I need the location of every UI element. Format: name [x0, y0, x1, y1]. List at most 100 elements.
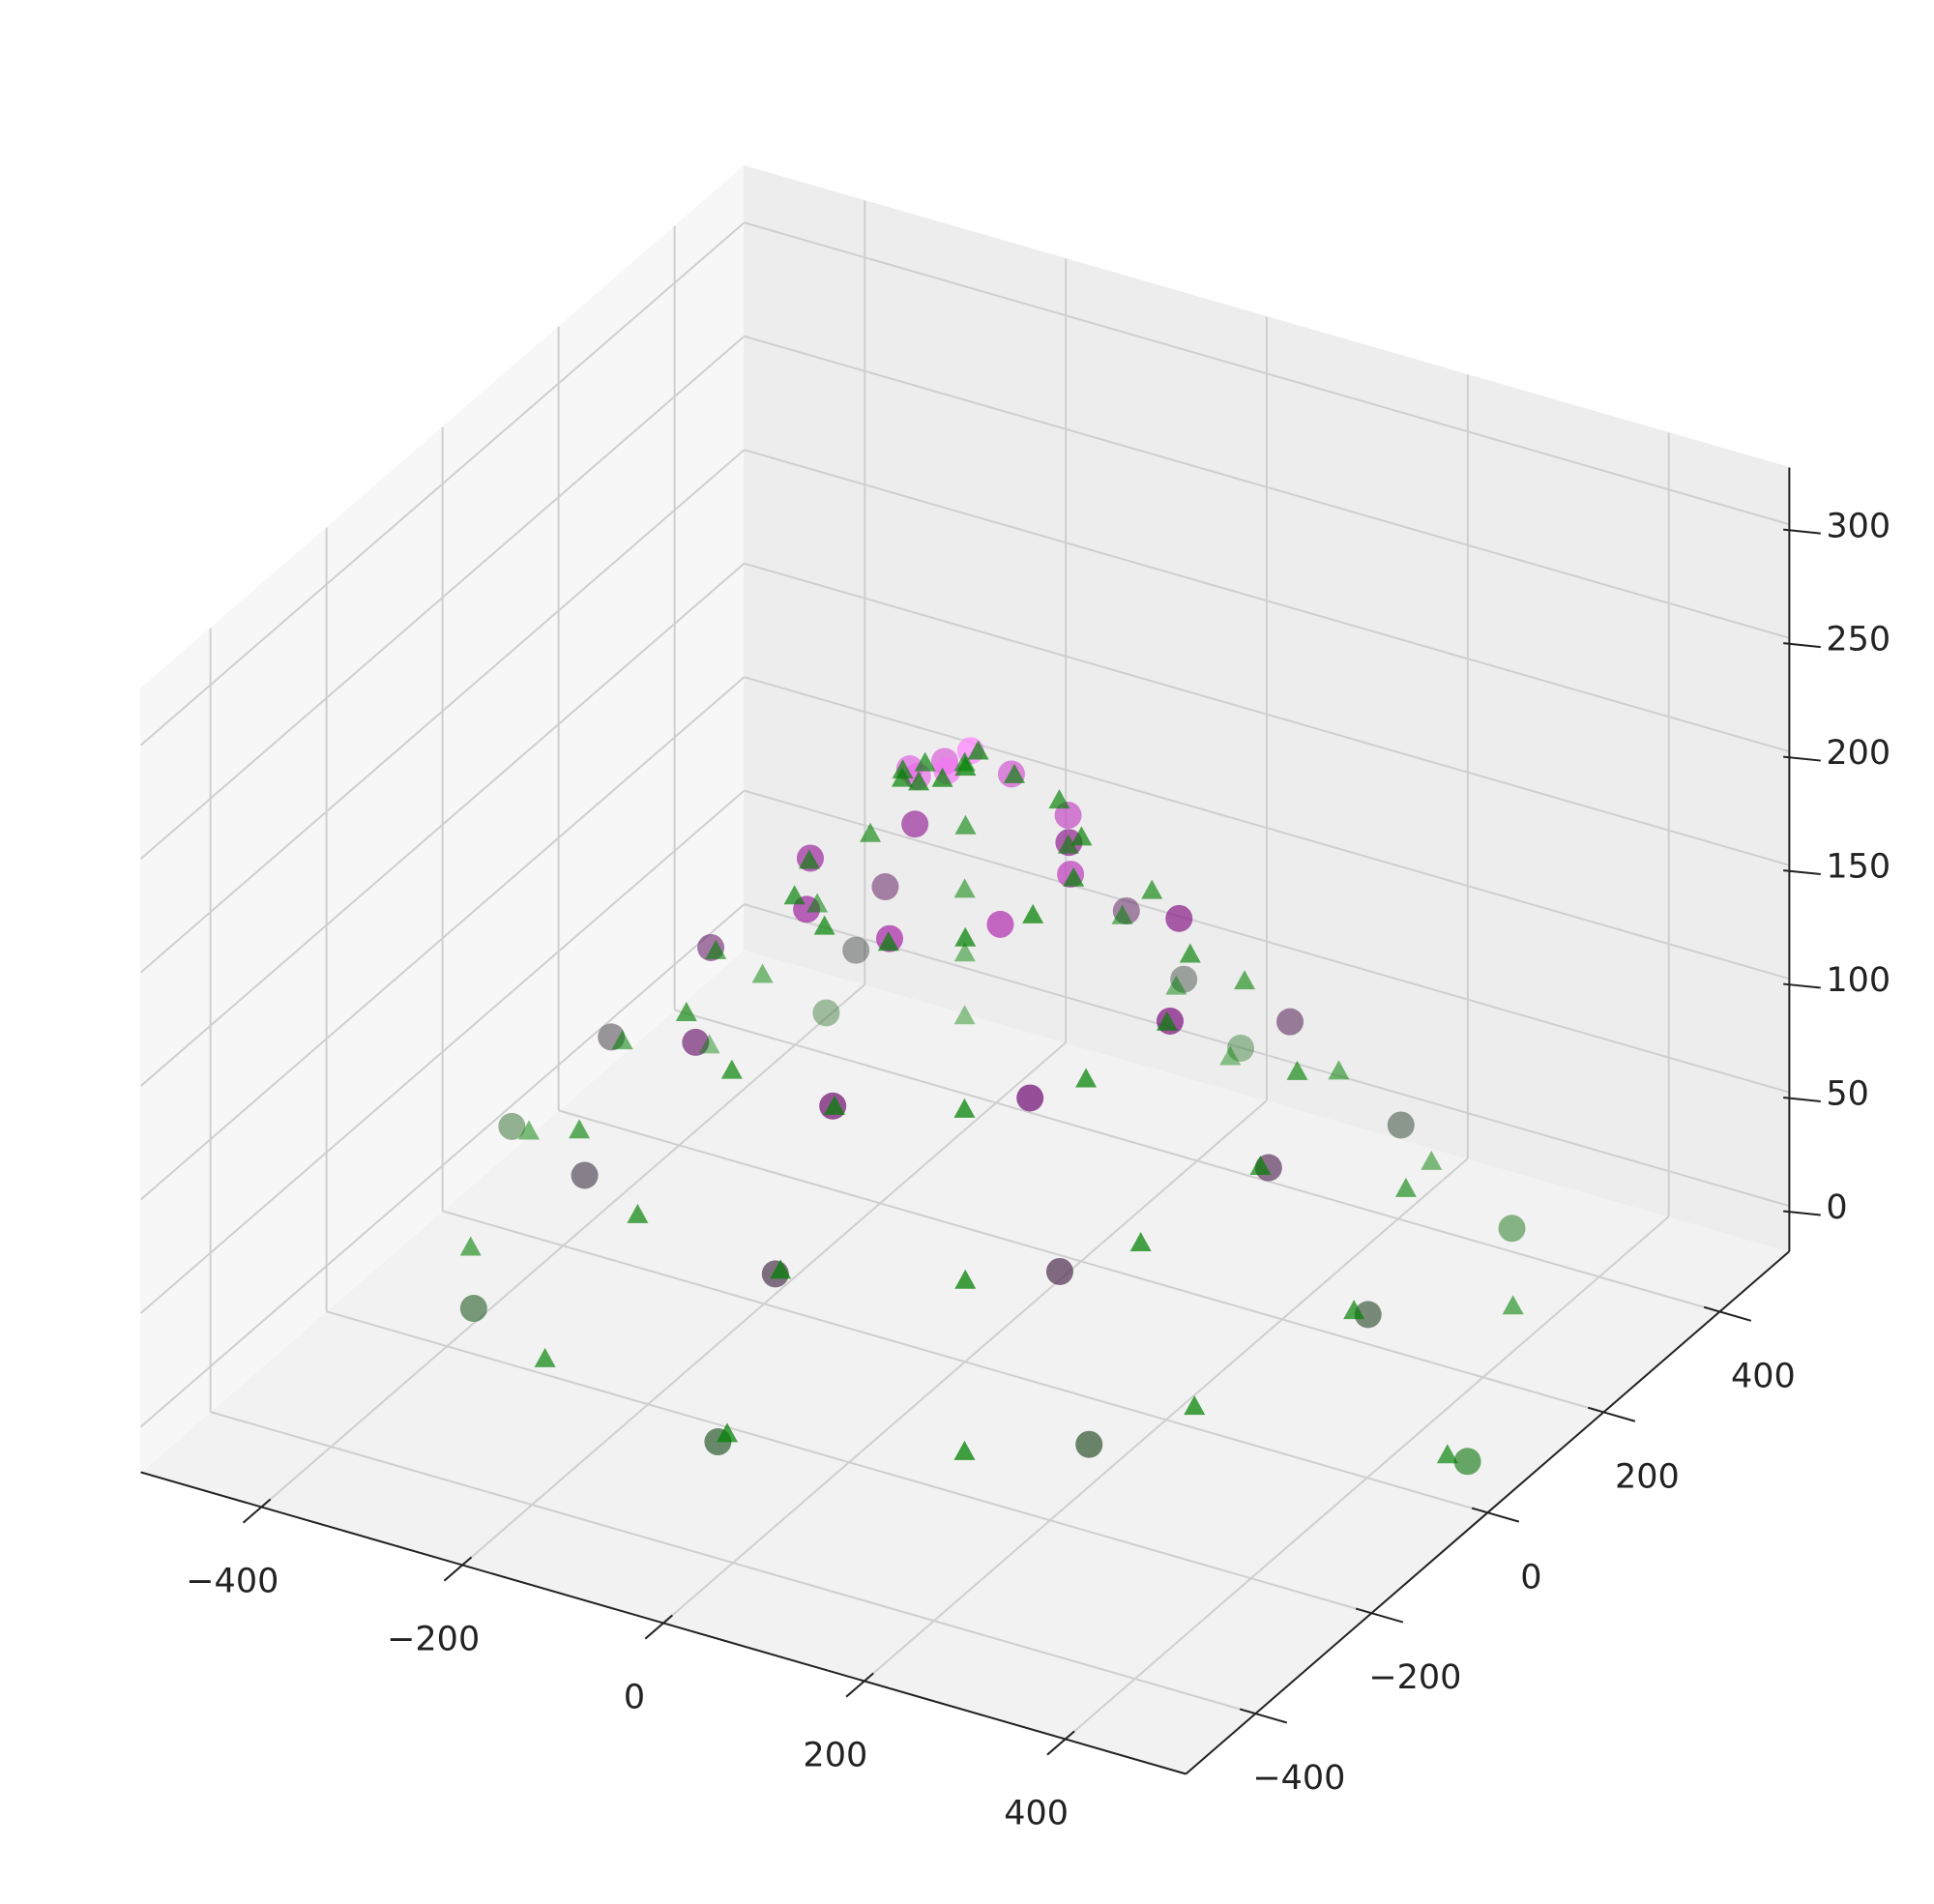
x-tick-label: −400 [186, 1562, 278, 1600]
triangle-point [627, 1203, 649, 1223]
circle-point [571, 1161, 599, 1189]
triangle-point [1394, 1177, 1417, 1197]
z-tick-label: 50 [1826, 1075, 1869, 1114]
z-tick-label: 150 [1826, 848, 1890, 887]
triangle-point [611, 1030, 633, 1050]
y-tick-label: 400 [1731, 1357, 1796, 1395]
triangle-point [517, 1120, 540, 1140]
triangle-point [1179, 943, 1201, 963]
triangle-point [954, 814, 977, 835]
triangle-point [1249, 1156, 1272, 1176]
circle-point [498, 1112, 526, 1140]
triangle-point [1286, 1060, 1308, 1080]
circle-point [986, 910, 1014, 938]
grid-line [744, 562, 1790, 866]
triangle-point [954, 756, 977, 776]
triangle-point [953, 942, 976, 962]
triangle-point [877, 931, 899, 952]
circle-point [812, 999, 840, 1027]
triangle-point [770, 1259, 792, 1279]
z-tick-label: 100 [1826, 961, 1890, 1000]
triangle-point [806, 893, 829, 913]
z-tick-label: 200 [1826, 734, 1890, 773]
grid-line [139, 903, 746, 1428]
x-tick-label: −200 [387, 1620, 480, 1658]
circle-point [1387, 1111, 1415, 1139]
tick-mark [1239, 1708, 1288, 1724]
circle-point [901, 810, 929, 838]
tick-mark [1471, 1507, 1520, 1523]
triangle-point [860, 822, 882, 842]
x-axis-line [140, 1471, 1187, 1775]
grid-line [210, 1411, 1256, 1715]
grid-line [139, 335, 746, 860]
grid-line [558, 1109, 1604, 1414]
grid-line [674, 1009, 1720, 1313]
triangle-point [1421, 1150, 1443, 1170]
triangle-point [569, 1119, 591, 1139]
triangle-point [1048, 789, 1070, 809]
triangle-point [1328, 1060, 1350, 1080]
triangle-point [908, 771, 930, 791]
circle-point [1165, 904, 1193, 932]
grid-line [744, 335, 1790, 639]
y-tick-label: −200 [1368, 1658, 1461, 1697]
triangle-point [1075, 1068, 1098, 1088]
triangle-point [1022, 903, 1044, 923]
triangle-point [953, 1098, 976, 1118]
grid-line [139, 221, 746, 747]
triangle-point [751, 963, 774, 983]
triangle-point [698, 1034, 720, 1054]
triangle-point [954, 1269, 977, 1289]
circle-point [1453, 1448, 1481, 1476]
grid-line [139, 789, 746, 1314]
circle-point [459, 1295, 487, 1323]
triangle-point [1502, 1295, 1524, 1315]
triangle-point [1057, 834, 1079, 854]
grid-line [139, 449, 746, 974]
triangle-point [954, 926, 977, 947]
triangle-point [1070, 826, 1093, 846]
tick-mark [242, 1498, 272, 1524]
tick-mark [644, 1614, 674, 1640]
grid-line [744, 221, 1790, 526]
triangle-point [914, 751, 936, 772]
grid-line [326, 1310, 1372, 1615]
tick-mark [1355, 1607, 1404, 1624]
grid-line [139, 562, 746, 1087]
triangle-point [824, 1095, 845, 1115]
triangle-point [891, 767, 913, 787]
triangle-point [813, 915, 835, 935]
triangle-point [1184, 1395, 1206, 1416]
circle-point [1498, 1215, 1526, 1243]
tick-mark [845, 1672, 874, 1698]
circle-point [842, 936, 870, 964]
triangle-point [1111, 904, 1133, 924]
triangle-point [1436, 1444, 1458, 1464]
circle-point [1276, 1008, 1304, 1036]
triangle-point [1234, 970, 1256, 990]
tick-mark [1703, 1305, 1752, 1322]
triangle-point [720, 1059, 743, 1079]
z-tick-label: 300 [1826, 507, 1890, 545]
triangle-point [1219, 1045, 1242, 1066]
x-tick-label: 200 [803, 1736, 867, 1774]
circle-point [1016, 1084, 1044, 1112]
circle-point [682, 1028, 710, 1056]
triangle-point [783, 885, 806, 905]
circle-point [1227, 1034, 1254, 1062]
grid-line [139, 676, 746, 1201]
circle-point [871, 873, 899, 901]
triangle-point [1141, 879, 1163, 899]
triangle-point [717, 1422, 738, 1443]
triangle-point [1343, 1300, 1365, 1320]
triangle-point [705, 939, 727, 959]
y-tick-label: 0 [1520, 1558, 1541, 1596]
tick-mark [1046, 1730, 1075, 1756]
circle-point [1045, 1257, 1073, 1285]
triangle-point [1063, 866, 1085, 887]
tick-mark [443, 1556, 473, 1582]
triangle-point [798, 849, 820, 869]
triangle-point [534, 1347, 556, 1367]
